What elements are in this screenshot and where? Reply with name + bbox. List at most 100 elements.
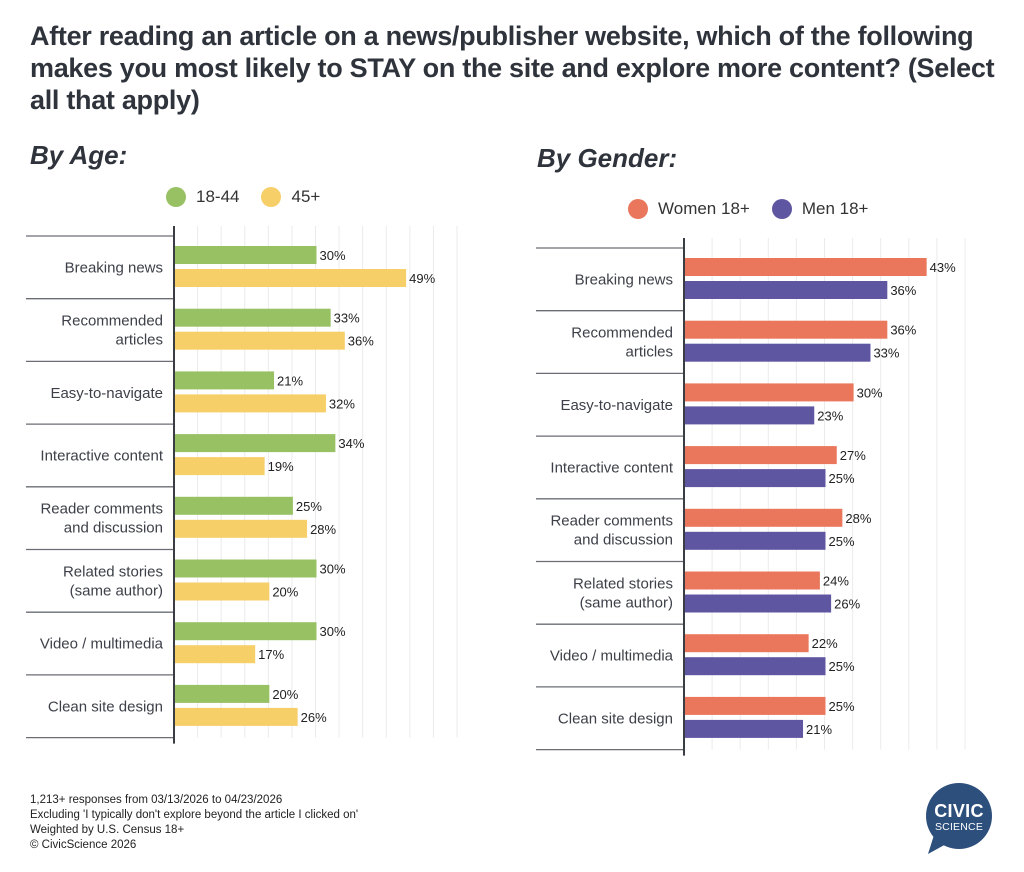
category-label-related-stories-same-author: Related stories (same author) <box>573 575 673 611</box>
data-label-18-44-recommended-articles: 33% <box>334 311 360 326</box>
bar-45-easy-to-navigate <box>175 394 326 413</box>
category-label-reader-comments-and-discussion: Reader comments and discussion <box>40 501 163 537</box>
bar-men-18-clean-site-design <box>685 719 804 738</box>
bar-women-18-related-stories-same-author <box>685 571 820 590</box>
bar-women-18-recommended-articles <box>685 320 888 339</box>
data-label-men-18-reader-comments-and-discussion: 25% <box>829 534 855 549</box>
bar-45-reader-comments-and-discussion <box>175 519 308 538</box>
footer-exclusion: Excluding 'I typically don't explore bey… <box>30 809 359 821</box>
category-label-clean-site-design: Clean site design <box>48 698 163 715</box>
category-label-line: Recommended <box>571 325 673 342</box>
data-label-men-18-related-stories-same-author: 26% <box>834 597 860 612</box>
category-label-line: and discussion <box>64 520 163 537</box>
bar-45-video-multimedia <box>175 645 256 664</box>
data-label-men-18-breaking-news: 36% <box>890 283 916 298</box>
bar-women-18-breaking-news <box>685 258 927 276</box>
category-label-line: Video / multimedia <box>40 636 164 653</box>
category-label-line: (same author) <box>580 594 673 611</box>
data-label-women-18-easy-to-navigate: 30% <box>857 385 883 400</box>
bar-men-18-related-stories-same-author <box>685 594 832 613</box>
category-label-easy-to-navigate: Easy-to-navigate <box>50 385 163 402</box>
category-label-line: Video / multimedia <box>550 648 674 665</box>
legend-label-men: Men 18+ <box>801 199 869 218</box>
data-label-men-18-clean-site-design: 21% <box>806 722 832 737</box>
data-label-women-18-interactive-content: 27% <box>840 448 866 463</box>
legend-item-women: Women 18+ <box>628 199 750 219</box>
data-label-18-44-reader-comments-and-discussion: 25% <box>296 499 322 514</box>
legend-swatch-men <box>771 199 792 219</box>
category-label-video-multimedia: Video / multimedia <box>40 636 164 653</box>
data-label-men-18-interactive-content: 25% <box>829 471 855 486</box>
bar-18-44-related-stories-same-author <box>175 559 317 578</box>
logo-text-science: SCIENCE <box>934 821 984 833</box>
category-label-reader-comments-and-discussion: Reader comments and discussion <box>550 513 673 549</box>
gender-subtitle: By Gender: <box>537 143 678 173</box>
data-label-45-easy-to-navigate: 32% <box>329 396 355 411</box>
civicscience-logo: CIVIC SCIENCE <box>926 783 996 855</box>
data-label-45-interactive-content: 19% <box>268 459 294 474</box>
data-label-women-18-reader-comments-and-discussion: 28% <box>845 511 871 526</box>
category-label-line: Reader comments <box>550 513 673 530</box>
data-label-18-44-clean-site-design: 20% <box>272 687 298 702</box>
legend-item-men: Men 18+ <box>771 199 869 219</box>
legend-label-18-44: 18-44 <box>196 187 240 206</box>
data-label-45-related-stories-same-author: 20% <box>272 585 298 600</box>
category-label-video-multimedia: Video / multimedia <box>550 648 674 665</box>
data-label-women-18-recommended-articles: 36% <box>890 323 916 338</box>
data-label-18-44-related-stories-same-author: 30% <box>320 562 346 577</box>
age-subtitle: By Age: <box>30 140 128 170</box>
category-label-line: (same author) <box>70 582 163 599</box>
category-label-line: Related stories <box>63 563 163 580</box>
legend-item-18-44: 18-44 <box>166 187 239 207</box>
legend-swatch-18-44 <box>166 187 186 207</box>
data-label-45-breaking-news: 49% <box>409 271 435 286</box>
data-label-45-clean-site-design: 26% <box>301 710 327 725</box>
bar-men-18-interactive-content <box>685 469 826 488</box>
category-label-line: articles <box>625 344 673 361</box>
legend-swatch-women <box>628 199 648 219</box>
category-label-line: Clean site design <box>558 710 673 727</box>
bar-45-interactive-content <box>175 457 265 476</box>
category-label-line: Recommended <box>61 313 163 330</box>
category-label-line: Interactive content <box>550 459 673 476</box>
gender-legend: Women 18+ Men 18+ <box>628 199 890 219</box>
category-label-line: Interactive content <box>40 447 163 464</box>
category-label-interactive-content: Interactive content <box>40 447 163 464</box>
category-label-line: Reader comments <box>40 501 163 518</box>
bar-men-18-recommended-articles <box>685 343 871 362</box>
legend-label-45-plus: 45+ <box>291 187 321 206</box>
legend-item-45-plus: 45+ <box>261 187 320 207</box>
data-label-women-18-breaking-news: 43% <box>930 260 956 275</box>
data-label-women-18-related-stories-same-author: 24% <box>823 574 849 589</box>
data-label-18-44-breaking-news: 30% <box>320 248 346 263</box>
bar-18-44-interactive-content <box>175 434 336 453</box>
category-label-breaking-news: Breaking news <box>575 271 673 288</box>
footer-responses: 1,213+ responses from 03/13/2026 to 04/2… <box>30 794 283 806</box>
footer-notes: 1,213+ responses from 03/13/2026 to 04/2… <box>30 793 358 853</box>
data-label-18-44-video-multimedia: 30% <box>320 624 346 639</box>
bar-18-44-breaking-news <box>175 246 317 264</box>
bar-18-44-reader-comments-and-discussion <box>175 496 293 515</box>
data-label-45-video-multimedia: 17% <box>258 647 284 662</box>
category-label-line: Easy-to-navigate <box>50 385 163 402</box>
age-legend: 18-44 45+ <box>166 187 342 207</box>
data-label-men-18-recommended-articles: 33% <box>873 346 899 361</box>
bar-women-18-easy-to-navigate <box>685 383 854 402</box>
category-label-interactive-content: Interactive content <box>550 459 673 476</box>
bar-women-18-reader-comments-and-discussion <box>685 508 843 527</box>
data-label-women-18-video-multimedia: 22% <box>812 636 838 651</box>
legend-swatch-45-plus <box>261 187 282 207</box>
bar-men-18-reader-comments-and-discussion <box>685 531 826 550</box>
data-label-45-recommended-articles: 36% <box>348 334 374 349</box>
footer-copyright: © CivicScience 2026 <box>30 839 137 851</box>
data-label-45-reader-comments-and-discussion: 28% <box>310 522 336 537</box>
logo-text-civic: CIVIC <box>934 801 984 821</box>
category-label-line: Clean site design <box>48 698 163 715</box>
bar-women-18-interactive-content <box>685 446 837 465</box>
data-label-men-18-easy-to-navigate: 23% <box>817 408 843 423</box>
bar-45-recommended-articles <box>175 331 345 350</box>
category-label-related-stories-same-author: Related stories (same author) <box>63 563 163 599</box>
footer-weighting: Weighted by U.S. Census 18+ <box>30 824 185 836</box>
chart-title: After reading an article on a news/publi… <box>30 21 995 115</box>
category-label-recommended-articles: Recommended articles <box>61 313 163 349</box>
